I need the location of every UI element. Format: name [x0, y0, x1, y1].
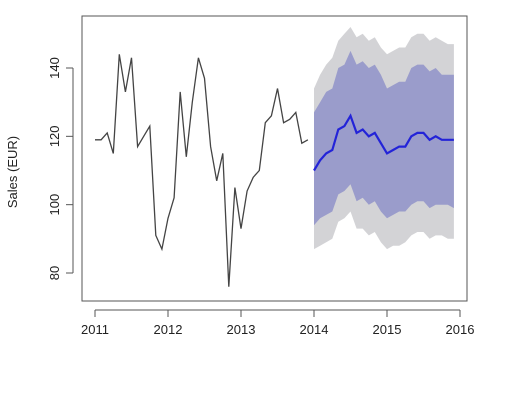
y-axis-label: Sales (EUR)	[5, 136, 20, 208]
x-tick-label: 2011	[81, 322, 109, 337]
y-tick-label: 80	[47, 266, 62, 280]
x-tick-label: 2015	[373, 322, 402, 337]
x-tick-label: 2012	[154, 322, 183, 337]
x-tick-label: 2013	[227, 322, 256, 337]
x-tick-label: 2014	[300, 322, 329, 337]
y-tick-label: 120	[47, 125, 62, 147]
history-line	[95, 54, 308, 286]
x-tick-label: 2016	[446, 322, 475, 337]
y-tick-label: 140	[47, 57, 62, 79]
y-axis: 80 100 120 140	[47, 57, 73, 280]
x-axis: 2011 2012 2013 2014 2015 2016	[81, 310, 474, 337]
y-tick-label: 100	[47, 194, 62, 216]
